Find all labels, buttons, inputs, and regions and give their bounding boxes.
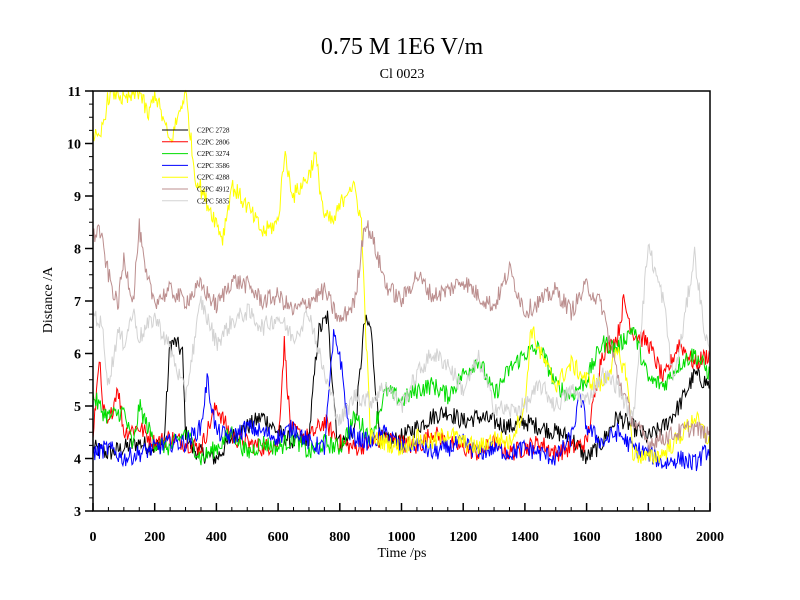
series-line-6 [92, 218, 711, 452]
y-tick-label: 3 [74, 505, 81, 520]
legend-label: C2PC 3274 [197, 150, 230, 158]
series-line-4 [92, 329, 711, 472]
x-tick-label: 2000 [696, 530, 724, 545]
y-axis-label: Distance /A [41, 266, 56, 333]
series-line-3 [92, 326, 711, 466]
series-line-7 [92, 243, 711, 426]
series-layer [92, 89, 711, 472]
legend-label: C2PC 5835 [197, 197, 230, 205]
chart-subtitle: Cl 0023 [380, 67, 425, 82]
x-tick-label: 800 [329, 530, 350, 545]
x-tick-label: 1800 [634, 530, 662, 545]
y-tick-label: 5 [74, 400, 81, 415]
x-tick-label: 1000 [388, 530, 416, 545]
x-tick-label: 1600 [573, 530, 601, 545]
legend-label: C2PC 2806 [197, 138, 230, 146]
x-tick-label: 1200 [449, 530, 477, 545]
x-tick-label: 1400 [511, 530, 539, 545]
y-tick-label: 8 [74, 243, 81, 258]
x-tick-label: 200 [144, 530, 165, 545]
legend-label: C2PC 4912 [197, 186, 230, 194]
x-tick-label: 600 [268, 530, 289, 545]
y-axis: 3 4 5 6 7 8 9 10 11 [67, 85, 93, 520]
legend: C2PC 2728 C2PC 2806 C2PC 3274 C2PC 3586 C2PC… [162, 127, 230, 205]
y-tick-label: 7 [74, 295, 81, 310]
x-axis: 0 200 400 600 800 1000 1200 1400 1600 1800 2000 [90, 503, 724, 545]
x-axis-label: Time /ps [378, 546, 427, 561]
legend-label: C2PC 3586 [197, 162, 230, 170]
chart-title: 0.75 M 1E6 V/m [321, 34, 484, 60]
y-tick-label: 11 [68, 85, 81, 100]
y-tick-label: 9 [74, 190, 81, 205]
y-tick-label: 6 [74, 348, 81, 363]
y-tick-label: 10 [67, 138, 81, 153]
y-tick-label: 4 [74, 453, 81, 468]
legend-label: C2PC 4288 [197, 174, 230, 182]
x-tick-label: 400 [206, 530, 227, 545]
legend-label: C2PC 2728 [197, 127, 230, 135]
x-tick-label: 0 [90, 530, 97, 545]
